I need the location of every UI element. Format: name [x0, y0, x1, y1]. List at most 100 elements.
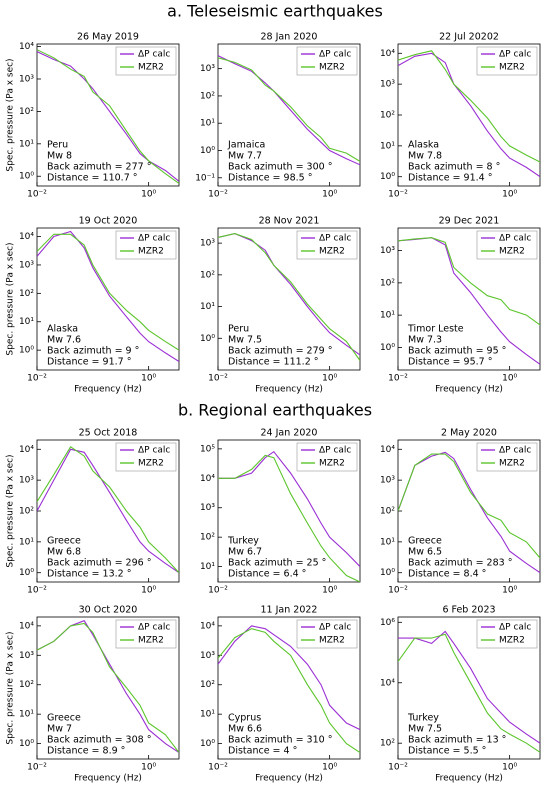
legend-label: ΔP calc	[499, 623, 531, 633]
annotation: Back azimuth = 277 °	[47, 162, 151, 173]
x-tick-label: 10⁰	[141, 190, 156, 200]
legend-box	[115, 230, 177, 260]
spectrum-line	[37, 49, 179, 184]
annotation: Distance = 91.4 °	[408, 173, 492, 184]
spectrum-line	[218, 628, 360, 753]
y-axis-label: Spec. pressure (Pa x sec)	[6, 454, 16, 567]
y-tick-label: 10³	[19, 476, 34, 486]
y-tick-label: 10⁴	[19, 232, 34, 242]
spectrum-line	[37, 622, 179, 753]
spectrum-line	[37, 51, 179, 182]
annotation: Turkey	[227, 536, 259, 547]
y-tick-label: 10³	[380, 80, 395, 90]
y-tick-label: 10¹	[200, 119, 215, 129]
y-tick-label: 10³	[19, 260, 34, 270]
x-tick-label: 10⁰	[502, 190, 517, 200]
spectrum-line	[218, 454, 360, 582]
y-tick-label: 10⁰	[200, 146, 215, 156]
legend-label: ΔP calc	[319, 50, 351, 60]
y-tick-label: 10¹	[200, 710, 215, 720]
legend-label: MZR2	[319, 63, 345, 73]
annotation: Jamaica	[227, 140, 265, 151]
spectrum-line	[218, 233, 360, 361]
y-tick-label: 10¹	[19, 317, 34, 327]
section-heading: b. Regional earthquakes	[178, 401, 372, 420]
annotation: Distance = 111.2 °	[228, 357, 319, 368]
annotation: Back azimuth = 13 °	[408, 735, 506, 746]
annotation: Back azimuth = 296 °	[47, 558, 151, 569]
annotation: Back azimuth = 310 °	[228, 735, 332, 746]
x-tick-label: 10⁻²	[27, 374, 47, 384]
panel-title: 19 Oct 2020	[79, 216, 138, 227]
annotation: Distance = 4 °	[228, 746, 297, 757]
plot-frame	[217, 616, 361, 760]
annotation: Distance = 91.7 °	[47, 357, 131, 368]
spectrum-line	[218, 57, 360, 162]
panel-title: 30 Oct 2020	[79, 605, 138, 616]
plot-frame	[217, 227, 361, 371]
legend-label: ΔP calc	[138, 446, 170, 456]
y-axis-label: Spec. pressure (Pa x sec)	[6, 631, 16, 744]
panel-title: 28 Jan 2020	[261, 32, 318, 43]
spectrum-line	[37, 446, 179, 574]
annotation: Distance = 8.9 °	[47, 746, 125, 757]
annotation: Distance = 98.5 °	[228, 173, 312, 184]
y-tick-label: 10⁴	[200, 621, 215, 631]
panel-title: 24 Jan 2020	[261, 428, 318, 439]
annotation: Mw 6.6	[228, 724, 262, 735]
annotation: Mw 6.8	[47, 547, 81, 558]
annotation: Back azimuth = 25 °	[228, 558, 326, 569]
y-tick-label: 10³	[200, 64, 215, 74]
annotation: Distance = 110.7 °	[47, 173, 138, 184]
y-tick-label: 10⁴	[19, 445, 34, 455]
y-tick-label: 10²	[200, 680, 215, 690]
y-tick-label: 10²	[19, 680, 34, 690]
x-axis-label: Frequency (Hz)	[435, 385, 503, 395]
y-tick-label: 10⁰	[19, 172, 34, 182]
legend-label: ΔP calc	[319, 446, 351, 456]
y-tick-label: 10⁴	[380, 678, 395, 688]
annotation: Distance = 95.7 °	[408, 357, 492, 368]
x-tick-label: 10⁰	[141, 763, 156, 773]
annotation: Alaska	[408, 140, 439, 151]
panel-title: 29 Dec 2021	[439, 216, 500, 227]
y-tick-label: 10⁴	[19, 621, 34, 631]
annotation: Greece	[408, 536, 442, 547]
legend-label: MZR2	[138, 459, 164, 469]
legend-box	[296, 230, 358, 260]
annotation: Mw 7.8	[408, 151, 442, 162]
legend-box	[115, 619, 177, 649]
y-tick-label: 10⁰	[19, 568, 34, 578]
annotation: Turkey	[407, 713, 439, 724]
legend-box	[476, 442, 538, 472]
annotation: Mw 7	[47, 724, 72, 735]
plot-frame	[397, 616, 541, 760]
annotation: Cyprus	[228, 713, 261, 724]
panel-title: 26 May 2019	[77, 32, 139, 43]
y-tick-label: 10²	[380, 507, 395, 517]
y-tick-label: 10⁰	[380, 172, 395, 182]
x-tick-label: 10⁻²	[208, 190, 228, 200]
y-tick-label: 10⁰	[200, 334, 215, 344]
y-tick-label: 10¹	[19, 537, 34, 547]
y-axis-label: Spec. pressure (Pa x sec)	[6, 242, 16, 355]
x-axis-label: Frequency (Hz)	[255, 774, 323, 784]
y-tick-label: 10⁻¹	[195, 173, 215, 183]
panel-title: 22 Jul 20202	[439, 32, 499, 43]
y-tick-label: 10²	[200, 533, 215, 543]
y-tick-label: 10³	[380, 246, 395, 256]
plot-frame	[397, 227, 541, 371]
y-tick-label: 10¹	[380, 141, 395, 151]
panel-title: 6 Feb 2023	[442, 605, 495, 616]
x-tick-label: 10⁰	[322, 374, 337, 384]
annotation: Distance = 13.2 °	[47, 569, 131, 580]
annotation: Mw 8	[47, 151, 72, 162]
y-tick-label: 10⁰	[19, 346, 34, 356]
x-tick-label: 10⁻²	[208, 586, 228, 596]
annotation: Back azimuth = 95 °	[408, 346, 506, 357]
spectrum-line	[218, 233, 360, 356]
y-tick-label: 10¹	[19, 710, 34, 720]
legend-label: ΔP calc	[138, 50, 170, 60]
annotation: Greece	[47, 713, 81, 724]
